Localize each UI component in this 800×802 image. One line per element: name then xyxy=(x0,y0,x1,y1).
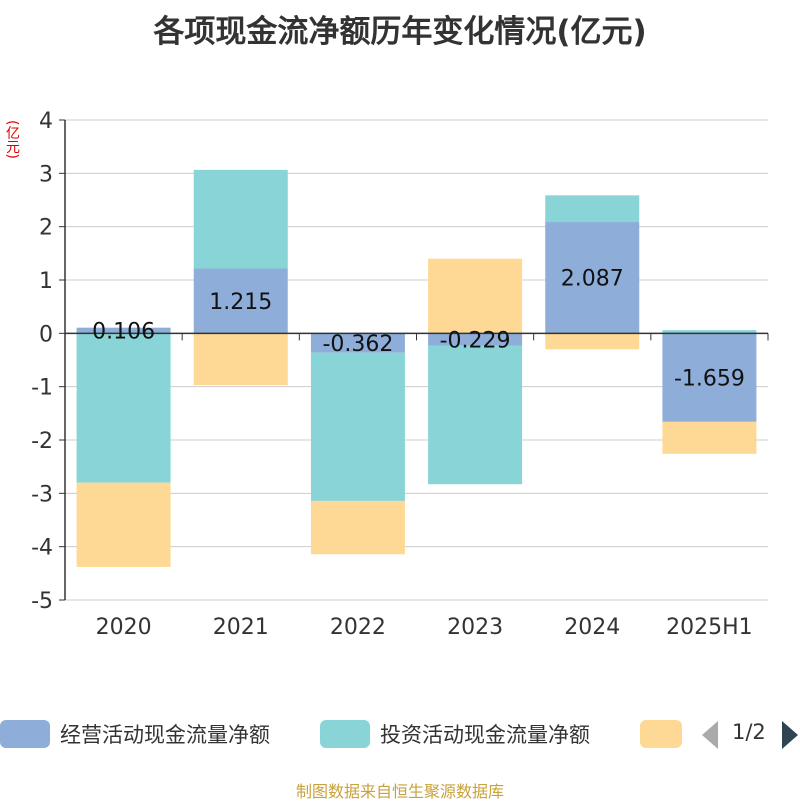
y-tick-label: -2 xyxy=(31,429,53,454)
data-label-2022: -0.362 xyxy=(322,332,393,357)
legend-prev-page-icon[interactable] xyxy=(702,721,718,749)
bar-2021-series-2 xyxy=(193,333,288,386)
bar-2022-series-0 xyxy=(310,333,405,353)
grid-lines xyxy=(65,119,768,601)
data-labels: 0.106 1.215 -0.362 -0.229 2.087 -1.659 xyxy=(92,267,745,392)
bar-2025H1-series-2 xyxy=(662,421,757,454)
legend-item-investing[interactable]: 投资活动现金流量净额 xyxy=(320,716,590,752)
y-tick-label: -1 xyxy=(31,376,53,401)
x-tick-label: 2020 xyxy=(96,615,152,640)
x-tick-label: 2021 xyxy=(213,615,269,640)
y-tick-label: -5 xyxy=(31,589,53,614)
x-tick-label: 2023 xyxy=(447,615,503,640)
bar-2020-series-1 xyxy=(76,333,171,483)
bar-2022-series-1 xyxy=(310,352,405,501)
legend-label-operating: 经营活动现金流量净额 xyxy=(60,723,270,747)
legend-swatch-third-series xyxy=(640,720,682,748)
data-label-2020: 0.106 xyxy=(92,320,155,345)
data-label-2025H1: -1.659 xyxy=(674,367,745,392)
data-label-2024: 2.087 xyxy=(561,267,624,292)
chart-title: 各项现金流净额历年变化情况(亿元) xyxy=(153,14,647,50)
bar-2023-series-2 xyxy=(428,258,523,334)
bar-2021-series-1 xyxy=(193,169,288,269)
y-tick-label: -3 xyxy=(31,482,53,507)
axes: 4 3 2 1 0 -1 -2 -3 -4 -5 2020 2021 2022 2023 2024 2025H… xyxy=(31,109,769,640)
legend-item-operating[interactable]: 经营活动现金流量净额 xyxy=(0,716,270,752)
legend-next-page-icon[interactable] xyxy=(782,721,798,749)
bar-2025H1-series-1 xyxy=(662,330,757,334)
data-label-2023: -0.229 xyxy=(440,328,511,353)
y-tick-label: 3 xyxy=(39,162,53,187)
x-tick-label: 2024 xyxy=(564,615,620,640)
bar-2020-series-2 xyxy=(76,482,171,567)
legend: 经营活动现金流量净额 投资活动现金流量净额 xyxy=(0,716,800,756)
bar-2024-series-2 xyxy=(545,333,640,350)
bar-2023-series-0 xyxy=(428,333,523,346)
legend-swatch-investing xyxy=(320,720,370,748)
data-source-note: 制图数据来自恒生聚源数据库 xyxy=(295,782,504,801)
x-tick-label: 2022 xyxy=(330,615,386,640)
bar-layer xyxy=(76,169,757,567)
x-tick-label: 2025H1 xyxy=(666,615,753,640)
legend-pager: 1/2 xyxy=(700,718,800,752)
y-tick-label: -4 xyxy=(31,536,53,561)
legend-item-third-series[interactable] xyxy=(640,716,682,752)
bar-2020-series-0 xyxy=(76,327,171,334)
bar-2023-series-1 xyxy=(428,345,523,485)
bar-2021-series-0 xyxy=(193,268,288,334)
y-tick-label: 0 xyxy=(39,322,53,347)
bar-2025H1-series-0 xyxy=(662,333,757,422)
bar-2024-series-0 xyxy=(545,222,640,334)
y-axis-unit-label: (亿元) xyxy=(4,120,20,159)
legend-swatch-operating xyxy=(0,720,50,748)
y-tick-label: 4 xyxy=(39,109,53,134)
y-tick-label: 2 xyxy=(39,216,53,241)
y-tick-label: 1 xyxy=(39,269,53,294)
data-label-2021: 1.215 xyxy=(209,290,272,315)
bar-2022-series-2 xyxy=(310,500,405,555)
legend-label-investing: 投资活动现金流量净额 xyxy=(380,723,590,747)
legend-page-indicator: 1/2 xyxy=(732,720,766,744)
bar-2024-series-1 xyxy=(545,195,640,223)
